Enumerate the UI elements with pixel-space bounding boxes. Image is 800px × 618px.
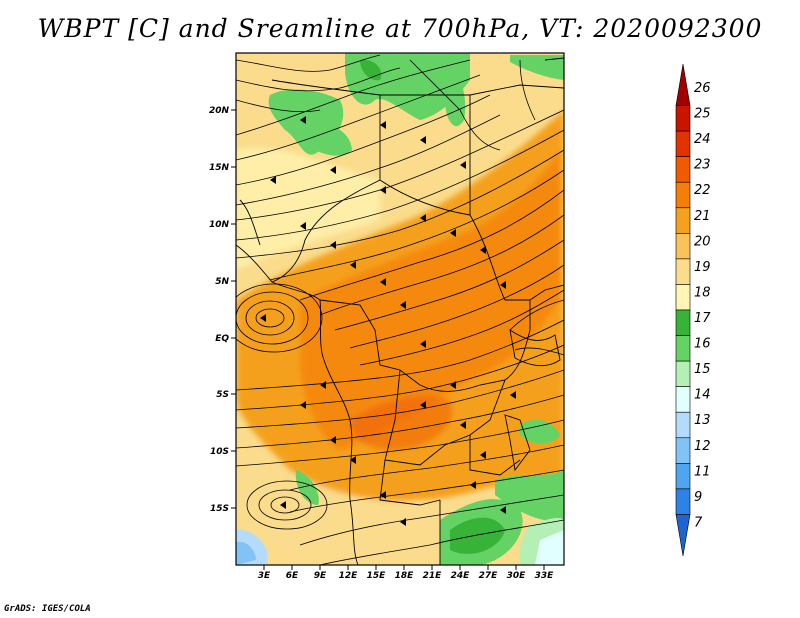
colorbar-swatch	[675, 233, 691, 260]
colorbar-label: 16	[694, 337, 711, 352]
lat-axis: 20N 15N 10N 5N EQ 5S 10S 15S	[209, 106, 236, 514]
colorbar-label: 19	[694, 260, 711, 275]
colorbar-swatch	[675, 335, 691, 362]
colorbar-label: 18	[694, 285, 711, 300]
colorbar: 26 25 24 23 22 21 20 19 18 17 16 15 14 13 12 11 9 7	[675, 63, 711, 557]
credit-label: GrADS: IGES/COLA	[4, 604, 91, 614]
colorbar-label: 23	[694, 158, 711, 173]
lon-tick: 33E	[535, 565, 555, 581]
map-panel	[236, 53, 564, 565]
svg-text:10N: 10N	[209, 220, 230, 230]
lon-tick: 18E	[395, 565, 415, 581]
colorbar-swatch	[675, 488, 691, 515]
colorbar-swatch	[675, 309, 691, 336]
lon-tick: 21E	[423, 565, 443, 581]
lat-tick: 5S	[216, 390, 236, 400]
svg-text:24E: 24E	[451, 571, 471, 581]
lon-tick: 3E	[258, 565, 271, 581]
map-frame	[235, 52, 565, 566]
colorbar-label: 7	[694, 515, 703, 530]
lat-tick: 10N	[209, 220, 236, 230]
colorbar-swatch	[675, 386, 691, 413]
colorbar-label: 20	[694, 234, 711, 249]
colorbar-label: 14	[694, 388, 711, 403]
colorbar-swatch	[675, 284, 691, 311]
svg-text:27E: 27E	[479, 571, 499, 581]
lat-tick: 20N	[209, 106, 236, 116]
colorbar-swatch	[675, 514, 691, 557]
colorbar-label: 11	[694, 464, 711, 479]
colorbar-swatch	[675, 437, 691, 464]
plot-title: WBPT [C] and Sreamline at 700hPa, VT: 20…	[37, 14, 763, 43]
colorbar-label: 25	[694, 107, 711, 122]
svg-text:33E: 33E	[535, 571, 555, 581]
svg-text:30E: 30E	[507, 571, 527, 581]
colorbar-swatch	[675, 258, 691, 285]
lon-tick: 12E	[339, 565, 359, 581]
stream-arrows	[260, 116, 516, 526]
svg-text:3E: 3E	[258, 571, 271, 581]
colorbar-label: 9	[694, 490, 702, 505]
colorbar-label: 24	[694, 132, 711, 147]
svg-text:15E: 15E	[367, 571, 387, 581]
svg-text:10S: 10S	[210, 447, 229, 457]
lon-tick: 15E	[367, 565, 387, 581]
colorbar-label: 22	[694, 183, 711, 198]
lat-tick: 15N	[209, 163, 236, 173]
svg-text:18E: 18E	[395, 571, 415, 581]
lat-tick: EQ	[215, 334, 236, 344]
lon-tick: 9E	[314, 565, 327, 581]
colorbar-swatch	[675, 360, 691, 387]
lon-tick: 24E	[451, 565, 471, 581]
lon-axis: 3E 6E 9E 12E 15E 18E 21E 24E 27E 30E 33E	[258, 565, 554, 581]
svg-text:21E: 21E	[423, 571, 443, 581]
svg-text:12E: 12E	[339, 571, 359, 581]
lat-tick: 15S	[210, 504, 236, 514]
colorbar-swatch	[675, 63, 691, 106]
svg-text:5N: 5N	[215, 277, 229, 287]
colorbar-swatch	[675, 156, 691, 183]
svg-text:EQ: EQ	[215, 334, 229, 344]
colorbar-swatch	[675, 181, 691, 209]
colorbar-label: 15	[694, 362, 711, 377]
colorbar-swatch	[675, 411, 691, 439]
field-deep-orange	[300, 150, 560, 450]
colorbar-label: 21	[694, 209, 711, 224]
svg-text:6E: 6E	[286, 571, 299, 581]
svg-text:9E: 9E	[314, 571, 327, 581]
svg-text:20N: 20N	[209, 106, 230, 116]
colorbar-swatch	[675, 105, 691, 132]
lat-tick: 10S	[210, 447, 236, 457]
colorbar-label: 17	[694, 311, 711, 326]
field-dark-green	[360, 59, 505, 554]
colorbar-label: 12	[694, 439, 711, 454]
colorbar-swatch	[675, 130, 691, 157]
lon-tick: 6E	[286, 565, 299, 581]
colorbar-swatch	[675, 207, 691, 234]
colorbar-label: 26	[694, 81, 711, 96]
svg-text:15N: 15N	[209, 163, 230, 173]
streamlines	[236, 54, 564, 565]
lon-tick: 30E	[507, 565, 527, 581]
lat-tick: 5N	[215, 277, 236, 287]
lon-tick: 27E	[479, 565, 499, 581]
svg-text:5S: 5S	[216, 390, 229, 400]
colorbar-label: 13	[694, 413, 711, 428]
svg-text:15S: 15S	[210, 504, 229, 514]
colorbar-swatch	[675, 463, 691, 490]
